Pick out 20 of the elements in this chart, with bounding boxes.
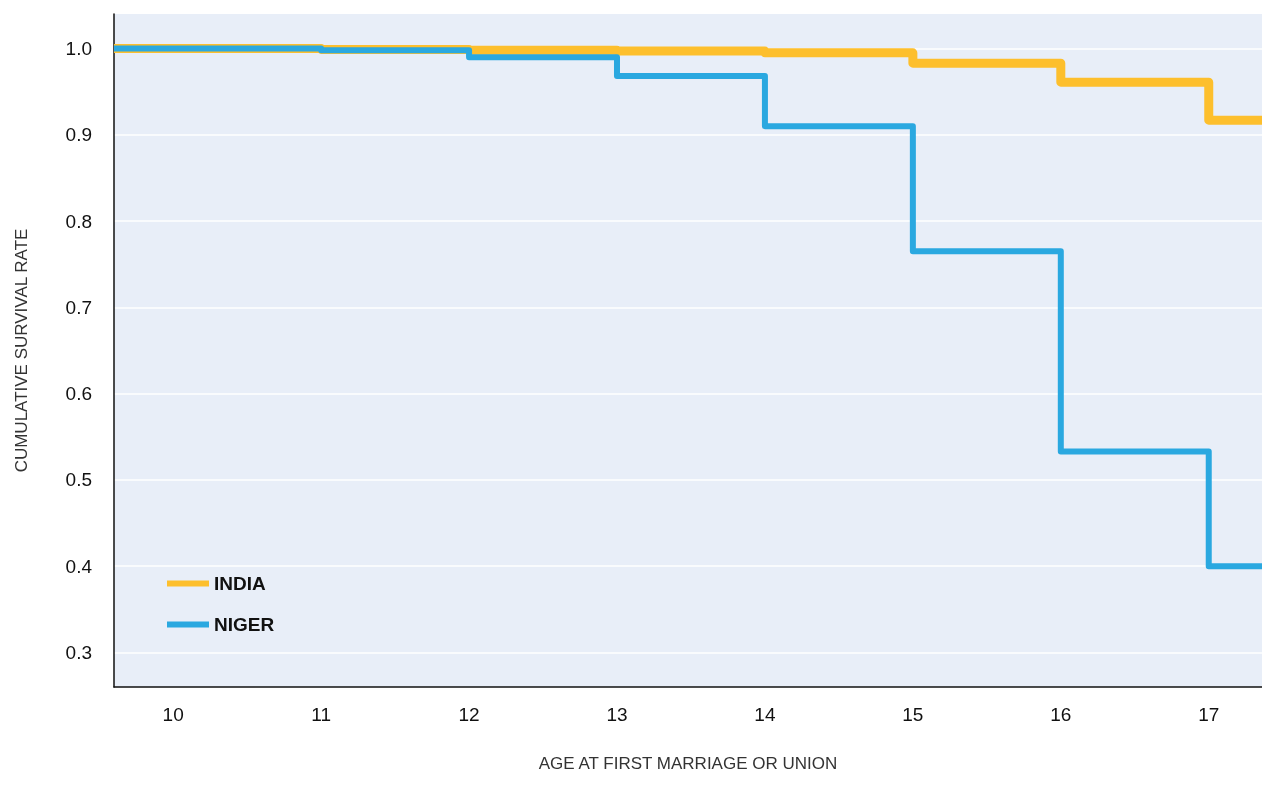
x-tick-label: 15 xyxy=(902,704,924,725)
y-tick-label: 0.8 xyxy=(65,210,92,232)
y-tick-label: 0.5 xyxy=(65,469,92,491)
y-axis-title: CUMULATIVE SURVIVAL RATE xyxy=(12,228,31,473)
x-tick-label: 13 xyxy=(606,704,628,725)
y-tick-label: 0.3 xyxy=(65,641,92,663)
x-tick-label: 16 xyxy=(1050,704,1072,725)
x-tick-label: 14 xyxy=(754,704,776,725)
legend-label: NIGER xyxy=(214,614,275,635)
legend-label: INDIA xyxy=(214,573,266,594)
x-tick-label: 17 xyxy=(1198,704,1220,725)
y-tick-label: 0.9 xyxy=(65,124,92,146)
y-tick-label: 1.0 xyxy=(65,38,92,60)
x-tick-label: 11 xyxy=(311,704,331,725)
y-tick-label: 0.6 xyxy=(65,383,92,405)
x-tick-label: 10 xyxy=(162,704,184,725)
y-tick-label: 0.4 xyxy=(65,555,93,577)
x-tick-label: 12 xyxy=(458,704,480,725)
x-axis-title: AGE AT FIRST MARRIAGE OR UNION xyxy=(538,754,838,773)
y-tick-label: 0.7 xyxy=(65,296,92,318)
